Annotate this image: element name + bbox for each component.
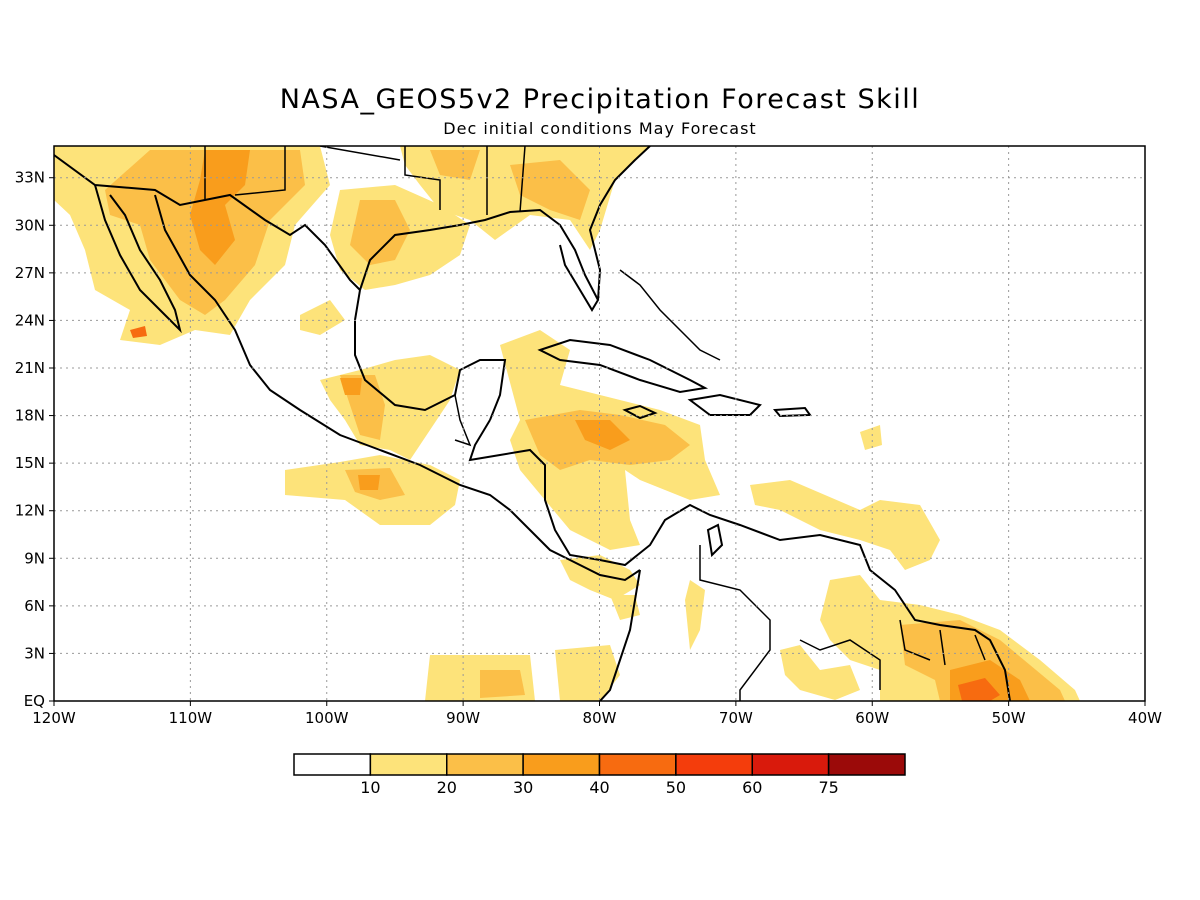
lon-label: 90W xyxy=(446,709,480,727)
lon-label: 120W xyxy=(32,709,76,727)
skill-region-caribbean-core xyxy=(575,420,630,450)
colorbar-label: 30 xyxy=(513,778,533,797)
skill-region-lesser-antilles xyxy=(750,480,940,570)
skill-region-equatorial-pacific-inner xyxy=(480,670,525,698)
colorbar-swatch xyxy=(446,753,524,776)
gulf-coast-us xyxy=(359,208,600,312)
map-frame xyxy=(53,145,1146,702)
lon-label: 60W xyxy=(855,709,889,727)
colorbar-swatch xyxy=(522,753,601,776)
colorbar-label: 50 xyxy=(666,778,686,797)
colorbar-label: 40 xyxy=(589,778,609,797)
puerto-rico xyxy=(772,406,812,418)
skill-region-southern-mexico xyxy=(320,355,460,460)
us-state-lines xyxy=(204,146,526,215)
lat-label: 30N xyxy=(15,216,45,234)
lon-label: 100W xyxy=(305,709,349,727)
skill-region-colombia-inner xyxy=(685,580,705,650)
lat-label: 12N xyxy=(15,502,45,520)
lat-label: 33N xyxy=(15,169,45,187)
mexico-gulf-coast xyxy=(354,289,507,421)
lat-label: EQ xyxy=(24,692,45,710)
map-title: NASA_GEOS5v2 Precipitation Forecast Skil… xyxy=(279,84,921,115)
colorbar: 10 20 30 40 50 60 75 xyxy=(293,753,906,797)
cuba xyxy=(537,338,709,394)
lon-label: 80W xyxy=(583,709,617,727)
hispaniola xyxy=(687,393,762,416)
skill-region-baja-core xyxy=(130,326,147,338)
map-subtitle: Dec initial conditions May Forecast xyxy=(443,119,757,138)
latitude-labels: EQ 3N 6N 9N 12N 15N 18N 21N 24N 27N 30N 33N xyxy=(15,169,45,710)
lat-label: 24N xyxy=(15,311,45,329)
lon-label: 110W xyxy=(169,709,213,727)
lake-maracaibo xyxy=(706,523,724,558)
baja-california xyxy=(94,184,182,334)
coastlines xyxy=(54,146,1011,701)
skill-region-panama xyxy=(560,555,640,600)
lat-label: 27N xyxy=(15,264,45,282)
bahamas xyxy=(619,269,721,361)
skill-region-texas-inner xyxy=(350,200,410,265)
skill-region-gulf-west xyxy=(300,300,345,335)
skill-region-guianas-peak xyxy=(958,678,1000,701)
lat-label: 3N xyxy=(24,644,45,662)
colorbar-swatch xyxy=(293,753,372,776)
central-america-caribbean xyxy=(468,419,1011,701)
lat-label: 21N xyxy=(15,359,45,377)
longitude-labels: 120W 110W 100W 90W 80W 70W 60W 50W 40W xyxy=(32,709,1162,727)
colorbar-swatch xyxy=(827,753,906,776)
lon-label: 70W xyxy=(719,709,753,727)
atlantic-coast-us xyxy=(588,146,651,301)
us-mexico-border xyxy=(54,154,361,291)
lat-label: 9N xyxy=(24,549,45,567)
south-america-west xyxy=(599,569,641,701)
colorbar-swatch xyxy=(369,753,448,776)
skill-region-antilles-small xyxy=(860,425,882,450)
jamaica xyxy=(622,404,658,420)
colorbar-swatch xyxy=(675,753,753,776)
skill-shading xyxy=(54,146,1080,701)
skill-region-equatorial-pacific xyxy=(425,645,620,701)
colorbar-swatch xyxy=(598,753,677,776)
lat-label: 15N xyxy=(15,454,45,472)
colorbar-label: 10 xyxy=(360,778,380,797)
colorbar-label: 20 xyxy=(437,778,457,797)
skill-region-east-pacific-core xyxy=(358,475,380,490)
colorbar-label: 75 xyxy=(818,778,838,797)
skill-region-southern-mexico-core xyxy=(340,378,362,395)
skill-region-southeast-us-inner xyxy=(430,150,590,220)
skill-region-venezuela xyxy=(780,645,860,700)
lon-label: 40W xyxy=(1128,709,1162,727)
colorbar-swatch xyxy=(751,753,830,776)
yucatan-border xyxy=(454,394,472,447)
lat-label: 18N xyxy=(15,407,45,425)
mexico-pacific-coast xyxy=(154,194,641,582)
lat-label: 6N xyxy=(24,597,45,615)
lon-label: 50W xyxy=(992,709,1026,727)
colorbar-label: 60 xyxy=(742,778,762,797)
south-america-borders xyxy=(699,545,986,701)
graticule xyxy=(49,146,1146,706)
